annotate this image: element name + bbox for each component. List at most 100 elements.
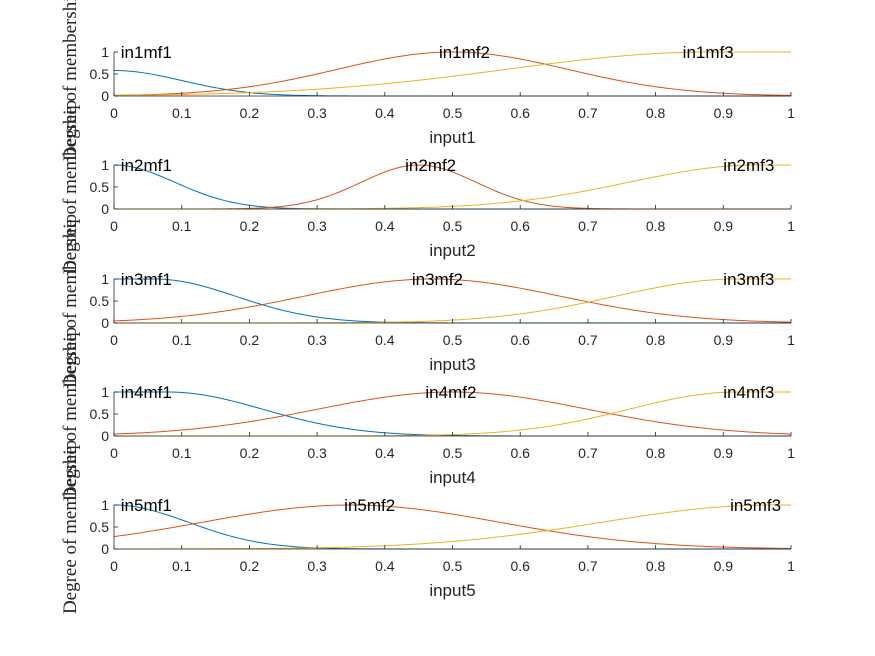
x-axis-label: input2 — [429, 241, 475, 260]
subplot-input4: 0 0.1 0.2 0.3 0.4 0.5 0.6 0.7 0.8 0.9 1 0 0.5 1 input4… — [60, 327, 795, 501]
x-tick-label: 0.9 — [714, 445, 734, 461]
x-tick-label: 0.2 — [240, 558, 260, 574]
y-tick-label: 0 — [101, 541, 109, 557]
x-tick-label: 0.3 — [307, 558, 327, 574]
y-tick-label: 0.5 — [90, 179, 110, 195]
x-tick-label: 0.5 — [443, 332, 463, 348]
series-line-in5mf1 — [113, 504, 791, 550]
subplot-input3: 0 0.1 0.2 0.3 0.4 0.5 0.6 0.7 0.8 0.9 1 0 0.5 1 input3… — [60, 214, 795, 388]
x-tick-label: 0.5 — [443, 105, 463, 121]
x-tick-label: 0.2 — [240, 445, 260, 461]
mf-label-in5mf2: in5mf2 — [344, 496, 395, 515]
y-axis-label: Degree of membership — [60, 0, 81, 161]
x-tick-label: 0.9 — [714, 332, 734, 348]
y-tick-label: 1 — [101, 384, 109, 400]
y-axis-label: Degree of membership — [60, 100, 81, 274]
x-tick-label: 0 — [110, 332, 118, 348]
x-tick-label: 0.6 — [510, 332, 530, 348]
mf-label-in5mf1: in5mf1 — [121, 496, 172, 515]
y-tick-label: 1 — [101, 157, 109, 173]
x-tick-label: 0.2 — [240, 218, 260, 234]
mf-label-in1mf1: in1mf1 — [121, 43, 172, 62]
x-tick-label: 0.7 — [578, 445, 598, 461]
x-tick-label: 0.2 — [240, 105, 260, 121]
x-tick-label: 0.1 — [172, 105, 192, 121]
mf-label-in2mf2: in2mf2 — [405, 156, 456, 175]
x-tick-label: 0.3 — [307, 445, 327, 461]
x-axis-label: input4 — [429, 468, 475, 487]
y-axis-label: Degree of membership — [60, 214, 81, 388]
x-tick-label: 0.9 — [714, 558, 734, 574]
x-tick-label: 0.6 — [510, 558, 530, 574]
y-tick-label: 0.5 — [90, 406, 110, 422]
x-tick-label: 0.4 — [375, 105, 395, 121]
x-tick-label: 0.7 — [578, 218, 598, 234]
x-tick-label: 0.4 — [375, 445, 395, 461]
x-tick-label: 1 — [787, 332, 795, 348]
y-axis-label: Degree of membership — [60, 440, 81, 614]
subplot-input5: 0 0.1 0.2 0.3 0.4 0.5 0.6 0.7 0.8 0.9 1 0 0.5 1 input5… — [60, 440, 795, 614]
x-tick-label: 0 — [110, 105, 118, 121]
x-tick-label: 0.8 — [646, 332, 666, 348]
mf-label-in4mf2: in4mf2 — [425, 383, 476, 402]
y-tick-label: 1 — [101, 497, 109, 513]
series-line-in5mf3 — [113, 504, 791, 550]
subplot-input1: 0 0.1 0.2 0.3 0.4 0.5 0.6 0.7 0.8 0.9 1 0 0.5 1 input1… — [60, 0, 795, 161]
x-tick-label: 0.1 — [172, 445, 192, 461]
x-tick-label: 0.7 — [578, 332, 598, 348]
mf-label-in2mf3: in2mf3 — [723, 156, 774, 175]
y-tick-label: 0.5 — [90, 293, 110, 309]
x-tick-label: 0 — [110, 218, 118, 234]
mf-label-in3mf2: in3mf2 — [412, 270, 463, 289]
x-tick-label: 0.3 — [307, 218, 327, 234]
x-tick-label: 0.8 — [646, 558, 666, 574]
x-tick-label: 0.3 — [307, 332, 327, 348]
y-axis-label: Degree of membership — [60, 327, 81, 501]
series-line-in4mf2 — [113, 391, 792, 435]
x-tick-label: 0.7 — [578, 558, 598, 574]
y-tick-label: 1 — [101, 271, 109, 287]
y-tick-label: 0.5 — [90, 519, 110, 535]
x-tick-label: 1 — [787, 105, 795, 121]
x-tick-label: 0.6 — [510, 445, 530, 461]
x-axis-label: input5 — [429, 581, 475, 600]
x-tick-label: 0.4 — [375, 558, 395, 574]
series-line-in5mf2 — [113, 504, 792, 549]
mf-label-in1mf3: in1mf3 — [683, 43, 734, 62]
x-tick-label: 0.5 — [443, 218, 463, 234]
x-tick-label: 0.9 — [714, 105, 734, 121]
x-tick-label: 0.5 — [443, 558, 463, 574]
x-tick-label: 0 — [110, 558, 118, 574]
x-tick-label: 1 — [787, 558, 795, 574]
mf-label-in1mf2: in1mf2 — [439, 43, 490, 62]
mf-label-in4mf3: in4mf3 — [723, 383, 774, 402]
x-tick-label: 0.4 — [375, 332, 395, 348]
y-tick-label: 0 — [101, 315, 109, 331]
x-tick-label: 0.1 — [172, 218, 192, 234]
y-tick-label: 0 — [101, 88, 109, 104]
x-axis-label: input1 — [429, 128, 475, 147]
y-tick-label: 0 — [101, 201, 109, 217]
series-line-in1mf2 — [113, 51, 792, 96]
x-tick-label: 0.5 — [443, 445, 463, 461]
x-tick-label: 0.7 — [578, 105, 598, 121]
x-tick-label: 1 — [787, 445, 795, 461]
x-axis-label: input3 — [429, 355, 475, 374]
y-tick-label: 0 — [101, 428, 109, 444]
mf-label-in2mf1: in2mf1 — [121, 156, 172, 175]
mf-label-in5mf3: in5mf3 — [730, 496, 781, 515]
x-tick-label: 0.8 — [646, 105, 666, 121]
mf-label-in3mf3: in3mf3 — [723, 270, 774, 289]
mf-label-in4mf1: in4mf1 — [121, 383, 172, 402]
subplot-input2: 0 0.1 0.2 0.3 0.4 0.5 0.6 0.7 0.8 0.9 1 0 0.5 1 input2… — [60, 100, 795, 274]
x-tick-label: 0.1 — [172, 558, 192, 574]
series-line-in3mf2 — [113, 278, 792, 323]
x-tick-label: 0.1 — [172, 332, 192, 348]
x-tick-label: 0.2 — [240, 332, 260, 348]
mf-label-in3mf1: in3mf1 — [121, 270, 172, 289]
x-tick-label: 0.6 — [510, 218, 530, 234]
x-tick-label: 0.3 — [307, 105, 327, 121]
x-tick-label: 0.4 — [375, 218, 395, 234]
x-tick-label: 0 — [110, 445, 118, 461]
y-tick-label: 0.5 — [90, 66, 110, 82]
